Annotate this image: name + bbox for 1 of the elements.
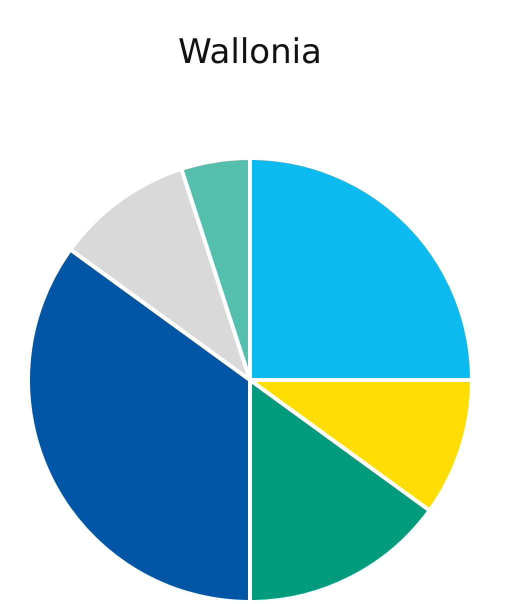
chart-title: Wallonia xyxy=(178,32,322,72)
